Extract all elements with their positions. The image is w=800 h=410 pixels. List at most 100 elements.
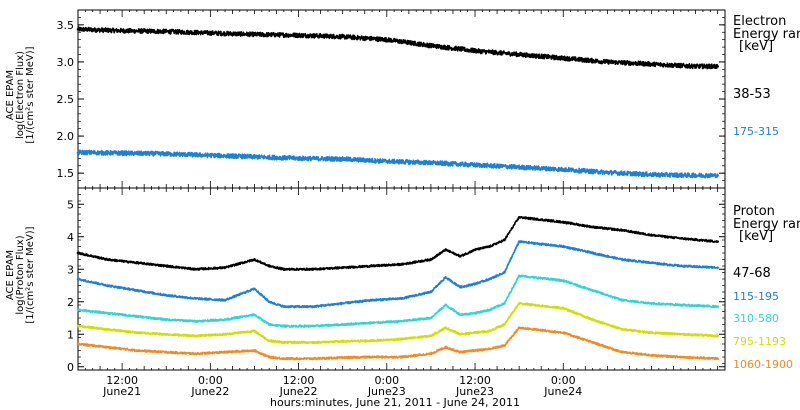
proton-data-point xyxy=(679,303,683,307)
proton-data-point xyxy=(503,238,506,242)
proton-data-point xyxy=(194,297,197,300)
proton-ytick-label: 4 xyxy=(67,231,74,244)
proton-data-point xyxy=(164,264,168,268)
proton-data-point xyxy=(282,341,286,344)
electron-data-point xyxy=(561,56,565,60)
proton-data-point xyxy=(429,352,433,356)
proton-data-point xyxy=(164,350,168,354)
proton-data-point xyxy=(620,350,624,354)
proton-data-point xyxy=(370,355,374,359)
proton-data-point xyxy=(370,264,374,268)
proton-data-point xyxy=(311,324,315,328)
proton-data-point xyxy=(76,324,80,328)
proton-data-point xyxy=(311,341,315,344)
proton-data-point xyxy=(135,331,139,334)
proton-data-point xyxy=(620,298,624,302)
proton-data-point xyxy=(679,332,683,336)
proton-data-point xyxy=(488,277,492,281)
proton-data-point xyxy=(253,329,256,333)
proton-data-point xyxy=(532,328,536,331)
proton-data-point xyxy=(253,349,256,352)
proton-data-point xyxy=(267,300,271,304)
electron-data-point xyxy=(120,29,124,33)
proton-data-point xyxy=(223,332,227,336)
electron-series-line xyxy=(77,26,719,70)
electron-legend-entry-2: 175-315 xyxy=(733,125,779,138)
proton-data-point xyxy=(650,233,653,237)
proton-data-point xyxy=(650,354,653,357)
proton-legend-entry-5: 1060-1900 xyxy=(733,358,793,371)
electron-legend: Electron Energy ranges [keV] 38-53 175-3… xyxy=(733,14,800,174)
proton-data-point xyxy=(444,276,447,279)
proton-data-point xyxy=(473,311,477,315)
proton-data-point xyxy=(311,267,315,271)
electron-series-line xyxy=(77,149,719,179)
proton-data-point xyxy=(532,303,536,307)
proton-data-point xyxy=(517,240,521,243)
proton-data-point xyxy=(591,341,594,344)
x-tick-time-label: 12:00 xyxy=(106,374,138,387)
proton-data-point xyxy=(282,324,286,328)
proton-data-point xyxy=(473,282,477,286)
proton-data-point xyxy=(591,225,594,229)
electron-ytick-label: 2.5 xyxy=(57,93,75,106)
electron-data-point xyxy=(76,151,80,154)
proton-data-point xyxy=(488,329,492,333)
proton-data-point xyxy=(282,305,286,308)
proton-data-point xyxy=(473,349,477,352)
electron-data-point xyxy=(429,161,433,165)
panel-proton: 0 1 2 3 4 5 xyxy=(67,187,726,374)
proton-data-point xyxy=(400,355,403,359)
proton-data-point xyxy=(429,290,433,294)
proton-data-point xyxy=(561,279,565,282)
proton-legend-entry-4: 795-1193 xyxy=(733,335,786,348)
x-tick-time-label: 0:00 xyxy=(551,374,576,387)
proton-series-line xyxy=(77,240,719,309)
proton-data-point xyxy=(716,357,719,360)
proton-data-point xyxy=(591,318,594,321)
proton-data-point xyxy=(503,302,506,305)
electron-data-point xyxy=(716,65,719,68)
electron-data-point xyxy=(473,49,477,53)
electron-data-point xyxy=(209,31,212,35)
electron-legend-title-1: Electron xyxy=(733,14,787,29)
proton-data-point xyxy=(135,315,139,318)
proton-ylabel-line3: [1/(cm²s ster MeV)] xyxy=(25,226,36,324)
proton-data-point xyxy=(620,258,624,261)
proton-series-47-68 xyxy=(76,215,719,272)
proton-data-point xyxy=(267,355,271,359)
proton-data-point xyxy=(341,266,344,269)
electron-data-point xyxy=(164,30,168,33)
proton-data-point xyxy=(459,350,462,354)
proton-data-point xyxy=(429,334,433,338)
proton-data-point xyxy=(282,267,286,271)
electron-ytick-label: 2.0 xyxy=(57,130,75,143)
x-tick-date-label: June24 xyxy=(543,385,582,398)
proton-data-point xyxy=(429,258,433,261)
x-tick-date-label: June23 xyxy=(367,385,406,398)
proton-data-point xyxy=(223,266,227,269)
electron-ytick-label: 3.5 xyxy=(57,19,75,32)
electron-legend-entry-1: 38-53 xyxy=(733,87,771,102)
proton-data-point xyxy=(517,326,521,330)
x-axis-title: hours:minutes, June 21, 2011 - June 24, … xyxy=(270,396,520,409)
x-tick-time-label: 0:00 xyxy=(374,374,399,387)
proton-data-point xyxy=(488,245,492,248)
proton-data-point xyxy=(341,356,344,359)
electron-data-point xyxy=(473,163,477,167)
electron-data-point xyxy=(606,60,609,64)
proton-data-point xyxy=(679,264,683,268)
proton-data-point xyxy=(503,271,506,274)
proton-data-point xyxy=(532,217,536,221)
proton-data-point xyxy=(561,306,565,310)
proton-data-point xyxy=(532,241,536,245)
proton-data-point xyxy=(620,328,624,331)
proton-data-point xyxy=(459,332,462,336)
proton-data-point xyxy=(194,319,197,323)
proton-data-point xyxy=(223,318,227,321)
proton-data-point xyxy=(679,355,683,359)
electron-data-point xyxy=(341,157,344,161)
electron-data-point xyxy=(120,151,124,155)
electron-data-point xyxy=(209,154,212,157)
proton-frame xyxy=(77,187,726,371)
